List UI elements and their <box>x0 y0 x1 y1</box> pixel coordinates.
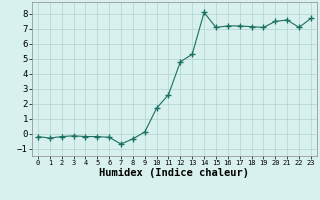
X-axis label: Humidex (Indice chaleur): Humidex (Indice chaleur) <box>100 168 249 178</box>
